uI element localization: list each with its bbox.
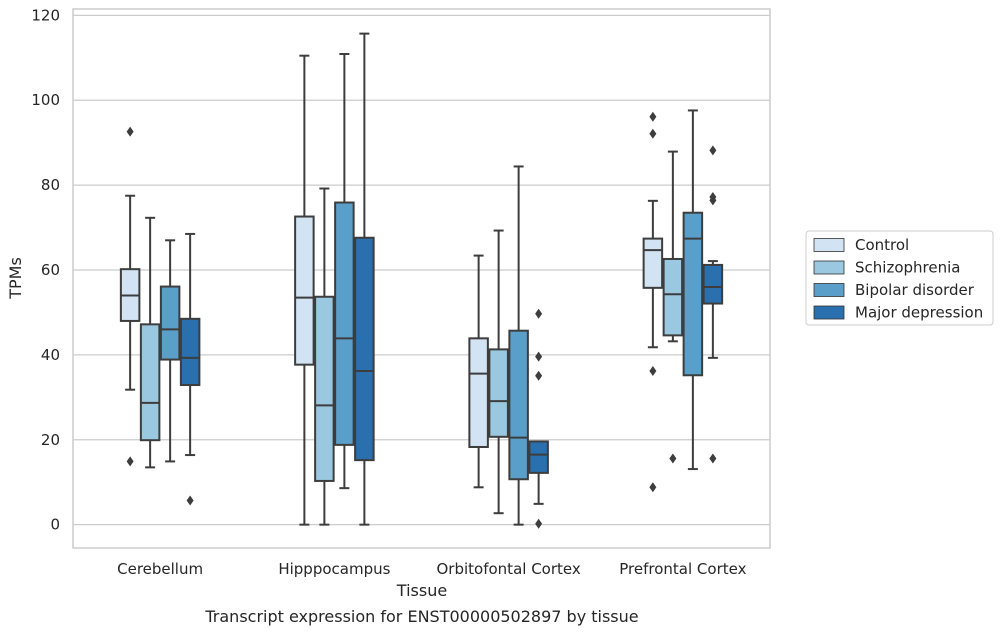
box-plot: [642, 111, 664, 493]
x-tick-label: Hipppocampus: [278, 560, 390, 578]
outlier-point: [535, 351, 543, 362]
legend-label: Control: [855, 236, 909, 254]
box-plot: [468, 254, 489, 489]
outlier-point: [126, 126, 134, 137]
legend-label: Bipolar disorder: [855, 281, 975, 299]
plot-area-frame: [72, 8, 771, 549]
y-tick-label: 80: [41, 176, 60, 194]
y-axis-ticks: 0 20 40 60 80 100 120: [31, 6, 60, 533]
box-iqr: [662, 257, 684, 337]
y-tick-label: 120: [31, 6, 60, 24]
box-plot: [179, 232, 201, 506]
box-plot: [508, 165, 529, 526]
outlier-point: [709, 453, 717, 464]
box-iqr: [488, 348, 509, 438]
box-iqr: [314, 295, 335, 482]
x-axis-ticks: Cerebellum Hipppocampus Orbitofontal Corte…: [117, 560, 746, 578]
box-iqr: [528, 440, 549, 474]
box-iqr: [682, 211, 704, 377]
box-plot: [662, 150, 684, 464]
box-plot: [702, 145, 724, 464]
y-tick-label: 40: [41, 346, 60, 364]
legend-swatch: [813, 238, 845, 252]
y-tick-label: 100: [31, 91, 60, 109]
outlier-point: [535, 518, 543, 529]
box-plot: [159, 239, 181, 463]
box-iqr: [179, 317, 201, 387]
box-plot: [488, 229, 509, 515]
legend-swatch: [813, 283, 845, 297]
legend-swatch: [813, 305, 845, 320]
x-tick-label: Cerebellum: [117, 560, 203, 578]
x-axis-title: Tissue: [396, 581, 447, 600]
outlier-point: [709, 145, 717, 156]
y-tick-label: 60: [41, 261, 60, 279]
legend-swatch: [813, 260, 845, 275]
boxes: [119, 32, 724, 529]
outlier-point: [649, 128, 657, 139]
box-plot: [528, 308, 549, 529]
box-plot: [294, 54, 315, 526]
box-iqr: [294, 215, 315, 366]
box-plot: [334, 52, 355, 490]
box-iqr: [354, 236, 375, 462]
y-tick-label: 0: [50, 516, 60, 534]
box-iqr: [139, 323, 161, 442]
box-plot: [314, 187, 335, 526]
legend: Control Schizophrenia Bipolar disorder Majo…: [805, 230, 994, 326]
box-iqr: [159, 285, 181, 361]
outlier-point: [535, 370, 543, 381]
box-plot: [139, 216, 161, 469]
box-iqr: [702, 263, 724, 305]
legend-label: Schizophrenia: [855, 259, 960, 277]
box-plot: [119, 126, 141, 467]
legend-label: Major depression: [855, 304, 983, 322]
box-iqr: [334, 201, 355, 446]
y-axis-title: TPMs: [6, 257, 25, 300]
box-plot: [682, 109, 704, 471]
outlier-point: [186, 495, 194, 506]
x-tick-label: Orbitofontal Cortex: [437, 560, 581, 578]
x-tick-label: Prefrontal Cortex: [619, 560, 746, 578]
outlier-point: [649, 111, 657, 122]
box-iqr: [468, 337, 489, 448]
outlier-point: [709, 192, 717, 203]
box-plot: [354, 32, 375, 526]
outlier-point: [649, 366, 657, 377]
legend-frame: [805, 230, 994, 326]
box-iqr: [642, 237, 664, 289]
y-tick-label: 20: [41, 431, 60, 449]
outlier-point: [649, 482, 657, 493]
outlier-point: [126, 456, 134, 467]
outlier-point: [535, 308, 543, 319]
figure-caption: Transcript expression for ENST0000050289…: [204, 607, 638, 626]
outlier-point: [669, 453, 677, 464]
box-iqr: [508, 329, 529, 481]
